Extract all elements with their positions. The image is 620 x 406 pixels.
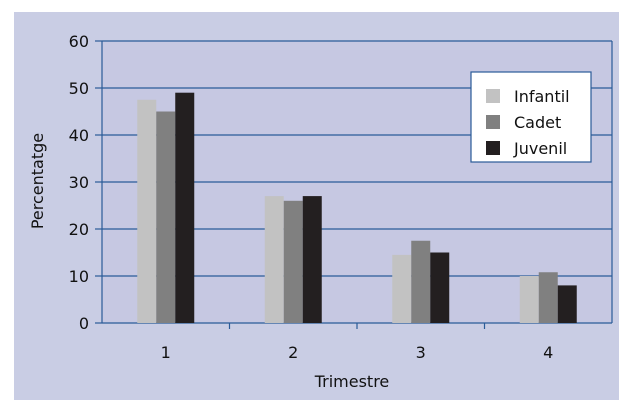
legend-label-infantil: Infantil <box>514 87 570 106</box>
bar-infantil-4 <box>519 276 539 323</box>
bar-cadet-3 <box>411 240 431 323</box>
legend-swatch-infantil <box>486 89 500 103</box>
x-tick-label-2: 2 <box>288 343 298 362</box>
y-axis-title: Percentatge <box>28 133 47 229</box>
y-tick-label-2: 20 <box>69 220 89 239</box>
y-tick-label-1: 10 <box>69 267 89 286</box>
x-tick-label-4: 4 <box>543 343 553 362</box>
bar-infantil-2 <box>264 196 284 323</box>
y-tick-label-4: 40 <box>69 126 89 145</box>
y-tick-label-0: 0 <box>79 314 89 333</box>
x-tick-label-3: 3 <box>416 343 426 362</box>
legend-label-cadet: Cadet <box>514 113 561 132</box>
bar-juvenil-3 <box>430 252 450 323</box>
bar-juvenil-4 <box>557 285 577 323</box>
bar-juvenil-1 <box>175 92 195 323</box>
bar-cadet-1 <box>156 111 176 323</box>
bar-cadet-2 <box>283 200 303 323</box>
x-axis-title: Trimestre <box>314 372 390 391</box>
y-tick-label-5: 50 <box>69 79 89 98</box>
bar-juvenil-2 <box>302 196 322 323</box>
legend-label-juvenil: Juvenil <box>513 139 567 158</box>
y-tick-label-6: 60 <box>69 32 89 51</box>
legend-swatch-cadet <box>486 115 500 129</box>
legend: Infantil Cadet Juvenil <box>470 71 592 163</box>
bar-infantil-3 <box>392 254 412 323</box>
x-tick-label-1: 1 <box>161 343 171 362</box>
y-tick-label-3: 30 <box>69 173 89 192</box>
bar-cadet-4 <box>538 272 558 323</box>
legend-swatch-juvenil <box>486 141 500 155</box>
bar-infantil-1 <box>137 99 157 323</box>
